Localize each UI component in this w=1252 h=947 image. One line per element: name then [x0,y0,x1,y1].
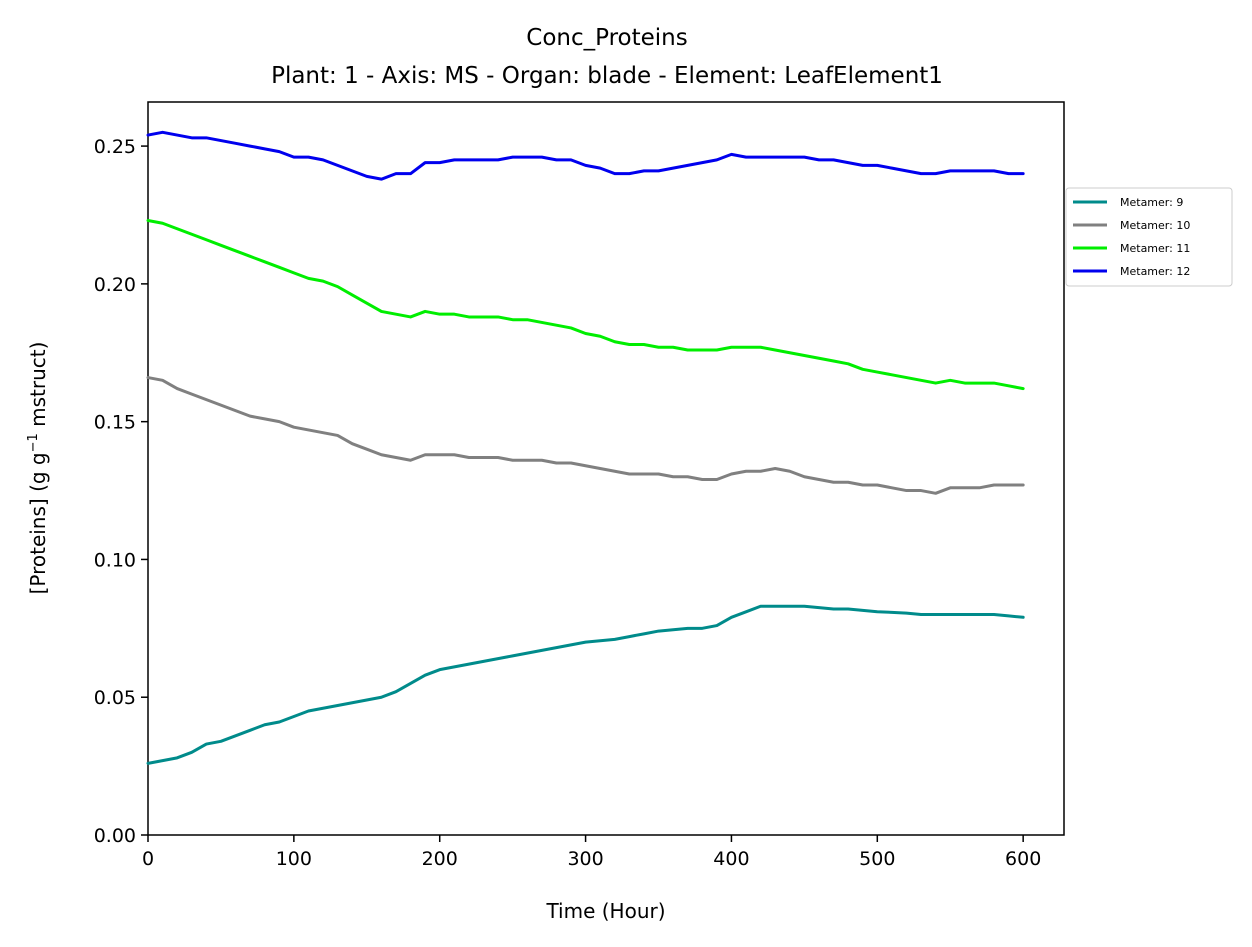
y-tick-label: 0.20 [94,274,136,296]
x-tick-label: 200 [422,848,458,870]
y-axis-label-prefix: [Proteins] (g g [26,452,50,594]
legend-frame [1065,187,1233,287]
legend-label-4: Metamer: 12 [1120,265,1190,278]
x-tick-label: 100 [276,848,312,870]
x-tick-label: 500 [859,848,895,870]
legend-items: Metamer: 9 Metamer: 10 Metamer: 11 Metamer:… [1073,196,1190,278]
series-line-3 [146,218,1025,391]
legend: Metamer: 9 Metamer: 10 Metamer: 11 Metamer:… [1065,187,1233,287]
y-axis: 0.00 0.05 0.10 0.15 0.20 0.25 [94,136,148,847]
x-axis-label: Time (Hour) [545,899,665,923]
chart-subtitle: Plant: 1 - Axis: MS - Organ: blade - Ele… [271,63,943,89]
y-tick-label: 0.25 [94,136,136,158]
series-layer [146,130,1025,765]
y-axis-label-superscript: −1 [26,433,41,452]
y-axis-label: [Proteins] (g g−1 mstruct) [26,342,50,595]
x-tick-label: 0 [142,848,154,870]
y-tick-label: 0.10 [94,549,136,571]
legend-label-1: Metamer: 9 [1120,196,1183,209]
y-tick-label: 0.05 [94,687,136,709]
x-axis: 0 100 200 300 400 500 600 [142,835,1041,870]
legend-label-3: Metamer: 11 [1120,242,1190,255]
legend-label-2: Metamer: 10 [1120,219,1190,232]
series-line-2 [146,376,1025,495]
plot-area: 0 100 200 300 400 500 600 0.00 0.05 0.10 0.15 0.20… [94,101,1065,870]
y-axis-label-suffix: mstruct) [26,342,50,434]
chart-title: Conc_Proteins [526,25,687,51]
y-tick-label: 0.00 [94,825,136,847]
x-tick-label: 400 [713,848,749,870]
y-tick-label: 0.15 [94,412,136,434]
x-tick-label: 300 [567,848,603,870]
series-line-1 [146,604,1025,765]
series-line-4 [146,130,1025,181]
x-tick-label: 600 [1005,848,1041,870]
